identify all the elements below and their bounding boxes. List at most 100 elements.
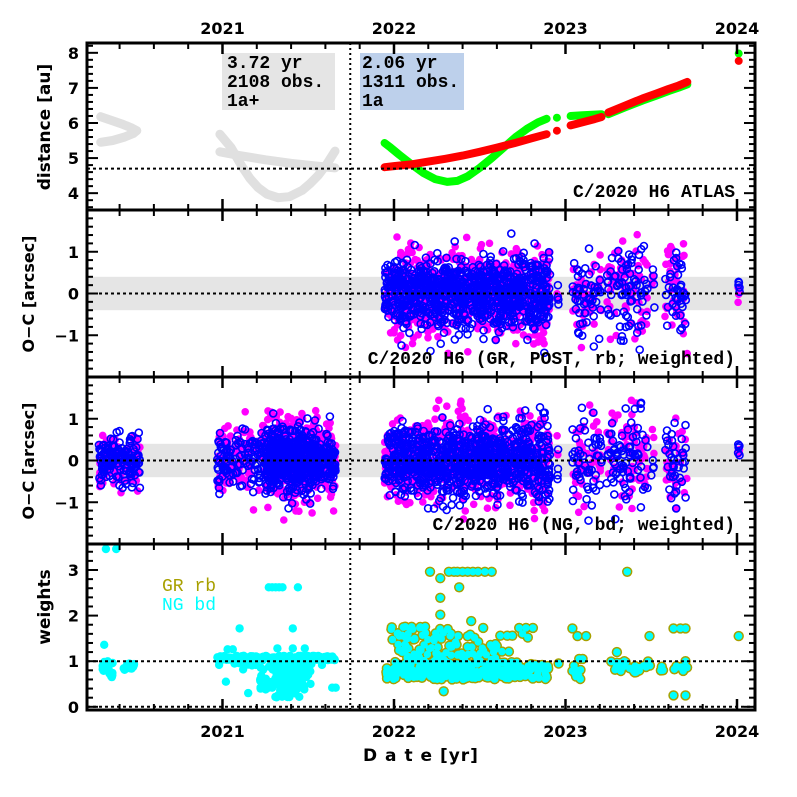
oc-point-filled [483, 504, 492, 512]
oc-point-open [443, 267, 453, 277]
oc-point-open [449, 308, 459, 318]
oc-point-open [408, 303, 418, 313]
oc-point-open [394, 273, 403, 283]
oc-point-filled [603, 298, 611, 306]
oc-point-filled [402, 500, 411, 509]
distance-curve-segment [380, 130, 551, 172]
distance-curve-segment [380, 114, 551, 186]
oc-point-filled [585, 401, 594, 409]
data-layer [94, 49, 744, 702]
oc-point-open [400, 301, 410, 311]
oc-point-filled [415, 243, 423, 252]
oc-point-open [454, 330, 464, 340]
distance-series-gray [96, 126, 340, 203]
oc-point-filled [443, 402, 451, 411]
oc-point-filled [512, 339, 520, 348]
oc-point-open [452, 320, 461, 329]
oc-point-filled [469, 500, 478, 509]
oc-point-filled [590, 320, 598, 328]
annotation-obs-count: 2108 obs. [227, 73, 324, 93]
oc-point-open [410, 240, 420, 250]
distance-curve-segment [566, 113, 606, 130]
oc-point-filled [633, 230, 641, 239]
oc-point-filled [530, 506, 538, 515]
oc-point-open [396, 316, 405, 325]
oc-point-filled [666, 242, 675, 251]
oc-point-filled [435, 396, 443, 405]
oc-point-filled [680, 488, 689, 497]
oc-point-filled [618, 237, 627, 245]
oc-point-filled [462, 233, 471, 242]
oc-point-open [461, 324, 471, 333]
oc-point-filled [648, 425, 657, 434]
distance-point [552, 126, 561, 135]
oc-point-filled [666, 259, 674, 268]
oc-point-filled [679, 240, 688, 248]
oc-point-filled [650, 449, 658, 458]
oc-point-filled [639, 255, 647, 264]
oc-point-filled [606, 335, 615, 344]
oc-point-open [411, 277, 420, 286]
oc-point-open [430, 298, 439, 308]
oc-point-filled [672, 414, 680, 423]
annotation-quality-class: 1a+ [227, 92, 259, 112]
oc-point-filled [224, 422, 232, 430]
oc-point-open [435, 312, 444, 322]
oc-point-filled [308, 509, 316, 517]
oc-point-open [465, 323, 475, 333]
oc-point-open [474, 260, 484, 270]
oc-point-open [467, 319, 477, 329]
annotation-arc-length: 3.72 yr [227, 54, 303, 74]
oc-point-open [426, 299, 436, 309]
oc-point-filled [411, 255, 420, 264]
oc-point-open [456, 254, 466, 264]
oc-point-open [452, 254, 461, 264]
oc-point-filled [287, 414, 296, 423]
oc-point-filled [506, 501, 514, 510]
oc-point-filled [683, 349, 691, 358]
oc-point-filled [292, 507, 300, 515]
oc-point-filled [589, 422, 598, 430]
oc-point-open [458, 304, 468, 313]
oc-point-open [430, 312, 439, 322]
annotation-quality-class: 1a [362, 92, 384, 112]
oc-point-open [506, 229, 516, 238]
oc-point-filled [263, 415, 272, 424]
oc-point-filled [661, 312, 669, 321]
oc-point-open [459, 308, 469, 318]
oc-point-open [395, 295, 405, 305]
oc-point-open [415, 261, 425, 271]
oc-point-filled [553, 432, 561, 440]
oc-point-filled [264, 503, 272, 512]
annotation-box-after-bg [360, 53, 464, 110]
oc-point-open [479, 249, 488, 259]
oc-point-filled [401, 343, 410, 352]
oc-point-open [421, 295, 430, 305]
oc-point-open [450, 237, 460, 246]
oc-point-filled [464, 348, 472, 356]
oc-point-filled [577, 343, 586, 352]
oc-point-filled [628, 504, 636, 513]
oc-point-filled [649, 433, 658, 442]
oc-point-open [407, 269, 417, 279]
oc-point-open [448, 281, 458, 291]
oc-point-filled [424, 334, 432, 342]
oc-point-filled [596, 251, 604, 259]
oc-point-open [405, 328, 414, 338]
oc-point-filled [117, 488, 125, 497]
oc-point-open [448, 319, 458, 328]
oc-point-filled [596, 467, 604, 475]
oc-point-filled [249, 506, 258, 514]
oc-point-filled [326, 493, 335, 502]
oc-point-filled [432, 404, 441, 413]
oc-point-open [421, 253, 431, 263]
oc-point-open [426, 346, 435, 356]
oc-point-filled [393, 233, 401, 241]
oc-point-open [430, 255, 439, 265]
oc-point-open [442, 253, 451, 263]
oc-point-open [439, 328, 449, 338]
oc-point-open [416, 311, 425, 321]
oc-point-filled [590, 260, 598, 269]
oc-point-filled [444, 349, 452, 358]
